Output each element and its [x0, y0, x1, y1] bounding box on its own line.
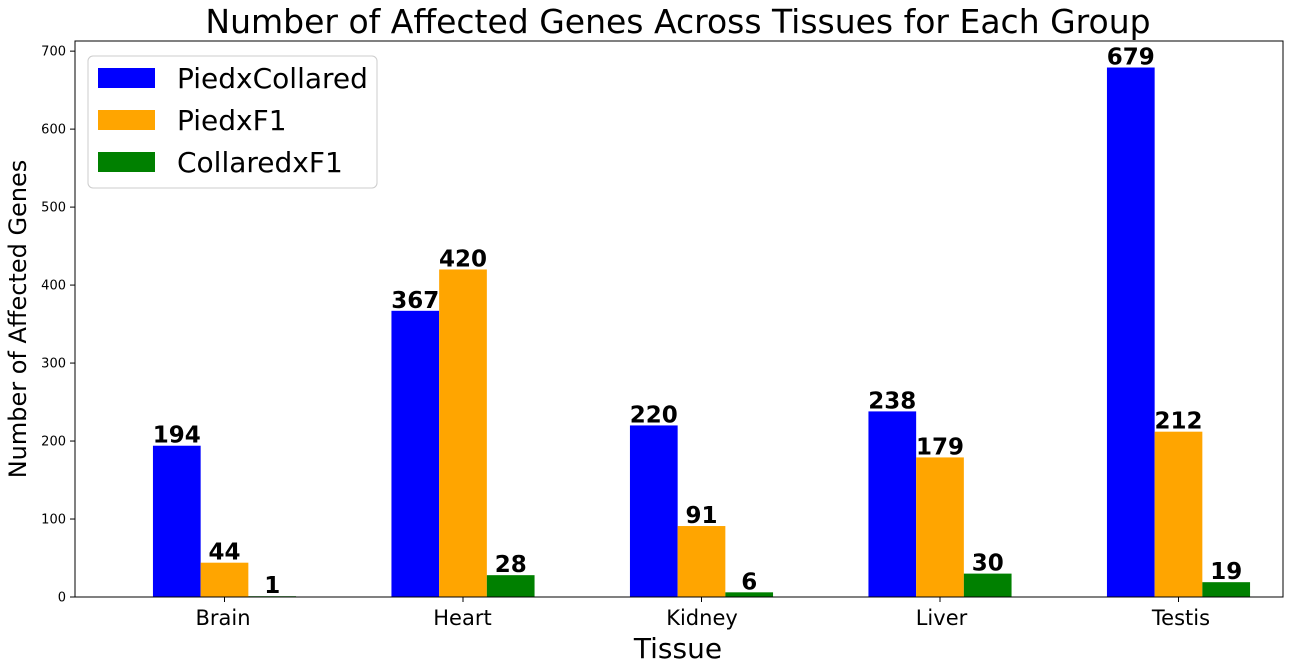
data-label-heart-collaredxf1: 28 [495, 552, 527, 578]
bar-heart-collaredxf1 [486, 575, 535, 597]
bar-liver-piedxf1 [916, 457, 964, 597]
legend-label-piedxcollared: PiedxCollared [177, 62, 368, 95]
bar-kidney-collaredxf1 [725, 592, 774, 597]
data-label-liver-piedxcollared: 238 [868, 388, 916, 414]
data-label-liver-piedxf1: 179 [916, 434, 964, 460]
bar-testis-piedxf1 [1154, 431, 1203, 597]
bars-layer [152, 67, 1251, 597]
y-axis-label-group: Number of Affected Genes [4, 160, 32, 479]
bar-heart-piedxf1 [439, 269, 487, 597]
legend-label-piedxf1: PiedxF1 [177, 104, 287, 137]
bar-heart-piedxcollared [391, 310, 440, 597]
y-axis: 0 100 200 300 400 500 600 700 [41, 45, 75, 606]
data-label-brain-piedxf1: 44 [208, 540, 240, 566]
y-tick-label: 600 [41, 123, 66, 138]
legend-label-collaredxf1: CollaredxF1 [177, 146, 343, 179]
y-tick-label: 300 [41, 357, 66, 372]
bar-testis-collaredxf1 [1202, 582, 1251, 597]
legend-swatch-piedxcollared [98, 68, 155, 88]
data-label-heart-piedxcollared: 367 [391, 288, 439, 314]
data-label-kidney-piedxcollared: 220 [630, 402, 678, 428]
data-label-heart-piedxf1: 420 [439, 246, 487, 272]
x-tick-label-kidney: Kidney [666, 606, 738, 630]
y-tick-label: 200 [41, 435, 66, 450]
data-label-brain-piedxcollared: 194 [153, 423, 201, 449]
bar-brain-piedxf1 [200, 562, 249, 597]
y-tick-label: 100 [41, 513, 66, 528]
bar-testis-piedxcollared [1106, 67, 1155, 597]
bar-kidney-piedxf1 [677, 526, 726, 597]
bar-liver-piedxcollared [868, 411, 917, 597]
bar-brain-piedxcollared [152, 445, 201, 597]
data-label-kidney-collaredxf1: 6 [741, 569, 757, 595]
y-tick-label: 400 [41, 279, 66, 294]
x-axis: Brain Heart Kidney Liver Testis [195, 597, 1210, 630]
x-tick-label-brain: Brain [195, 606, 250, 630]
bar-kidney-piedxcollared [629, 425, 678, 597]
x-axis-label: Tissue [633, 632, 722, 665]
data-label-testis-collaredxf1: 19 [1210, 559, 1242, 585]
plot-area-frame [74, 40, 1284, 598]
bar-liver-collaredxf1 [963, 573, 1012, 597]
chart-title: Number of Affected Genes Across Tissues … [205, 2, 1150, 41]
legend-swatch-piedxf1 [98, 110, 155, 130]
y-tick-label: 0 [58, 591, 66, 606]
y-axis-label: Number of Affected Genes [4, 160, 32, 479]
y-tick-label: 700 [41, 45, 66, 60]
y-tick-label: 500 [41, 201, 66, 216]
data-label-kidney-piedxf1: 91 [685, 503, 717, 529]
data-label-brain-collaredxf1: 1 [264, 573, 280, 599]
legend-swatch-collaredxf1 [98, 152, 155, 172]
data-label-testis-piedxcollared: 679 [1107, 45, 1155, 71]
x-tick-label-liver: Liver [916, 606, 968, 630]
data-label-testis-piedxf1: 212 [1154, 409, 1202, 435]
legend: PiedxCollared PiedxF1 CollaredxF1 [87, 55, 378, 189]
legend-box [87, 55, 378, 189]
x-tick-label-heart: Heart [433, 606, 491, 630]
x-tick-label-testis: Testis [1151, 606, 1210, 630]
data-label-liver-collaredxf1: 30 [972, 551, 1004, 577]
